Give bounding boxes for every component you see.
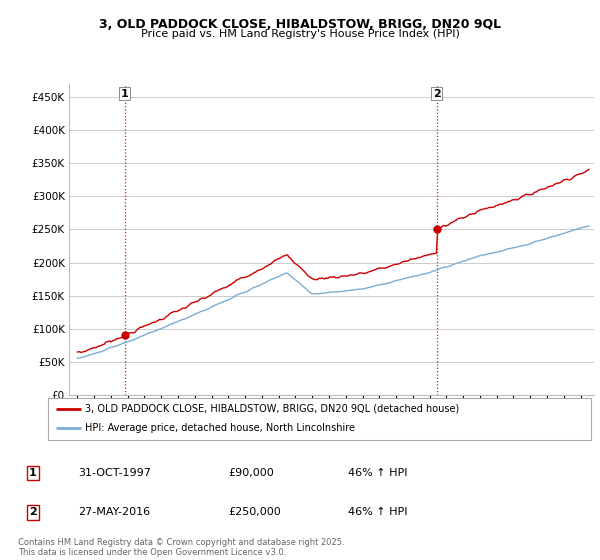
Text: £90,000: £90,000 bbox=[228, 468, 274, 478]
Text: 46% ↑ HPI: 46% ↑ HPI bbox=[348, 507, 407, 517]
Text: HPI: Average price, detached house, North Lincolnshire: HPI: Average price, detached house, Nort… bbox=[85, 423, 355, 433]
Text: 2: 2 bbox=[433, 88, 440, 99]
Text: Price paid vs. HM Land Registry's House Price Index (HPI): Price paid vs. HM Land Registry's House … bbox=[140, 29, 460, 39]
Text: 27-MAY-2016: 27-MAY-2016 bbox=[78, 507, 150, 517]
Text: 31-OCT-1997: 31-OCT-1997 bbox=[78, 468, 151, 478]
Text: 1: 1 bbox=[121, 88, 129, 99]
Text: 3, OLD PADDOCK CLOSE, HIBALDSTOW, BRIGG, DN20 9QL (detached house): 3, OLD PADDOCK CLOSE, HIBALDSTOW, BRIGG,… bbox=[85, 404, 459, 414]
Text: 1: 1 bbox=[29, 468, 37, 478]
Text: 3, OLD PADDOCK CLOSE, HIBALDSTOW, BRIGG, DN20 9QL: 3, OLD PADDOCK CLOSE, HIBALDSTOW, BRIGG,… bbox=[99, 18, 501, 31]
Text: 46% ↑ HPI: 46% ↑ HPI bbox=[348, 468, 407, 478]
Text: Contains HM Land Registry data © Crown copyright and database right 2025.
This d: Contains HM Land Registry data © Crown c… bbox=[18, 538, 344, 557]
FancyBboxPatch shape bbox=[48, 398, 591, 440]
Text: £250,000: £250,000 bbox=[228, 507, 281, 517]
Text: 2: 2 bbox=[29, 507, 37, 517]
